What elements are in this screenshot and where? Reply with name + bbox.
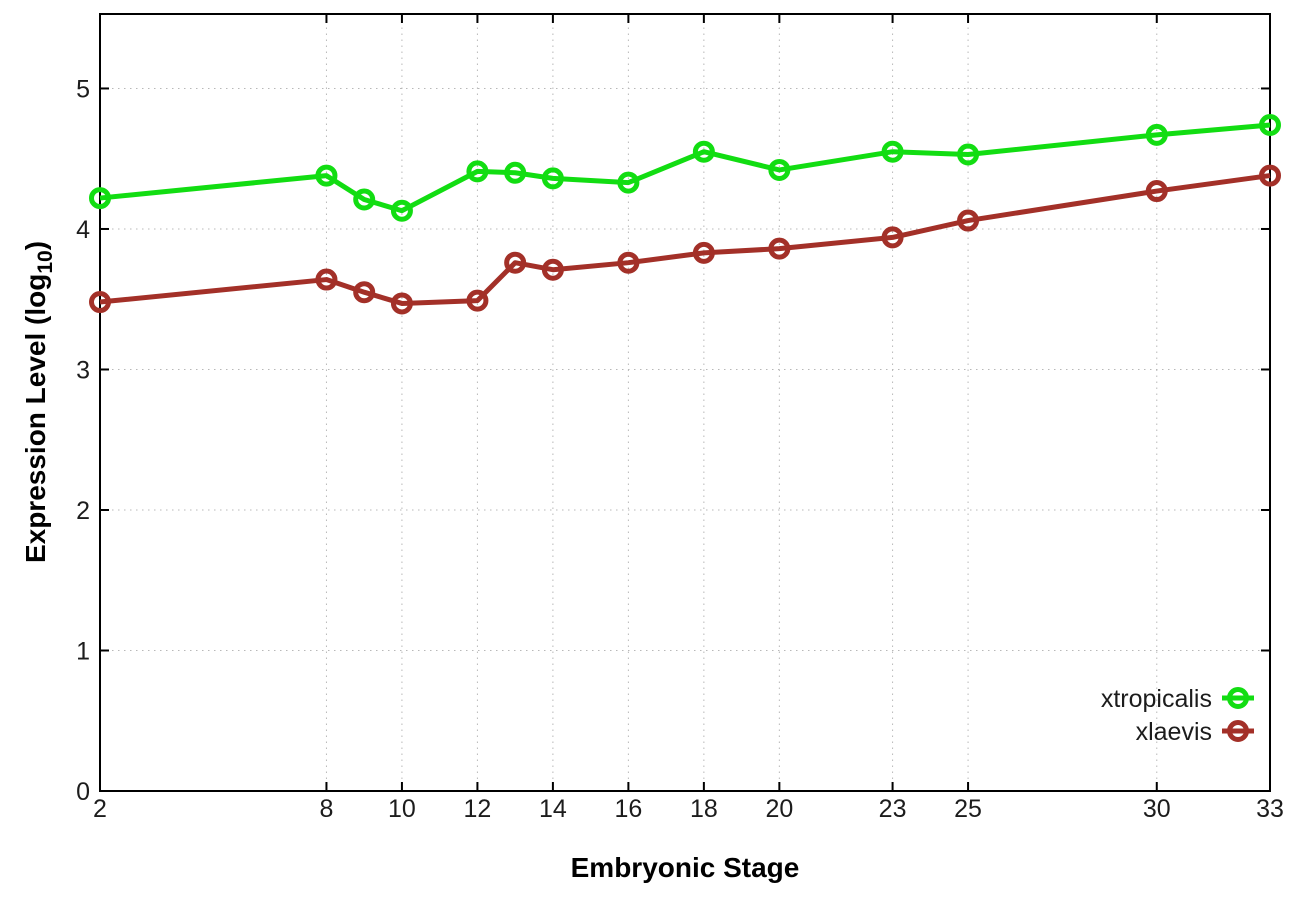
x-tick-label: 20 xyxy=(765,795,793,823)
data-point-xtropicalis xyxy=(1259,114,1281,136)
y-axis-title: Expression Level (log10) xyxy=(20,241,57,563)
data-point-xtropicalis xyxy=(353,188,376,211)
x-tick-label: 25 xyxy=(954,795,982,823)
series-layer xyxy=(89,114,1281,315)
data-point-xlaevis xyxy=(692,241,715,264)
x-tick-label: 12 xyxy=(464,795,492,823)
y-tick-label: 3 xyxy=(76,356,90,384)
data-point-xtropicalis xyxy=(768,158,791,181)
data-point-xtropicalis xyxy=(617,171,640,194)
data-point-xtropicalis xyxy=(1145,123,1168,146)
data-point-xtropicalis xyxy=(957,143,980,166)
data-point-xlaevis xyxy=(541,258,564,281)
legend-sample-marker-xlaevis xyxy=(1227,720,1249,742)
x-tick-label: 23 xyxy=(879,795,907,823)
data-point-xtropicalis xyxy=(466,160,489,183)
x-tick-label: 30 xyxy=(1143,795,1171,823)
legend-sample-marker-xtropicalis xyxy=(1227,687,1249,709)
data-point-xlaevis xyxy=(768,237,791,260)
x-tick-label: 8 xyxy=(319,795,333,823)
x-axis-title: Embryonic Stage xyxy=(571,852,800,883)
y-tick-label: 5 xyxy=(76,75,90,103)
x-tick-label: 33 xyxy=(1256,795,1284,823)
y-tick-label: 4 xyxy=(76,216,90,244)
grid-layer xyxy=(99,14,1271,791)
data-point-xlaevis xyxy=(881,226,904,249)
series-line-xlaevis xyxy=(99,173,1271,306)
data-point-xtropicalis xyxy=(315,164,338,187)
x-tick-label: 18 xyxy=(690,795,718,823)
data-point-xlaevis xyxy=(617,251,640,274)
data-point-xlaevis xyxy=(466,289,489,312)
y-tick-label: 2 xyxy=(76,497,90,525)
tick-layer xyxy=(99,14,1271,792)
data-point-xlaevis xyxy=(353,281,376,304)
data-point-xtropicalis xyxy=(89,187,111,210)
data-point-xlaevis xyxy=(89,291,111,314)
legend-label-xlaevis: xlaevis xyxy=(1136,718,1212,746)
y-tick-label: 0 xyxy=(76,778,90,806)
data-point-xtropicalis xyxy=(881,140,904,163)
plot-border-layer xyxy=(99,13,1271,792)
data-point-xlaevis xyxy=(957,209,980,232)
data-point-xtropicalis xyxy=(541,167,564,190)
plot-border xyxy=(99,13,1271,792)
legend-label-xtropicalis: xtropicalis xyxy=(1101,685,1212,713)
data-point-xlaevis xyxy=(1145,180,1168,203)
data-point-xtropicalis xyxy=(390,199,413,222)
x-tick-label: 16 xyxy=(614,795,642,823)
y-axis-title-subscript: 10 xyxy=(34,250,57,273)
y-axis-title-close: ) xyxy=(20,241,51,250)
y-axis-title-main: Expression Level (log xyxy=(20,274,51,563)
data-point-xlaevis xyxy=(1259,164,1281,187)
data-point-xlaevis xyxy=(504,251,527,274)
x-tick-label: 14 xyxy=(539,795,567,823)
data-point-xlaevis xyxy=(390,292,413,315)
series-line-xtropicalis xyxy=(99,122,1271,214)
y-tick-label: 1 xyxy=(76,637,90,665)
data-point-xtropicalis xyxy=(692,140,715,163)
data-point-xtropicalis xyxy=(504,161,527,184)
data-point-xlaevis xyxy=(315,268,338,291)
legend: xtropicalis xlaevis xyxy=(1101,685,1254,746)
x-tick-label: 10 xyxy=(388,795,416,823)
x-tick-label: 2 xyxy=(93,795,107,823)
